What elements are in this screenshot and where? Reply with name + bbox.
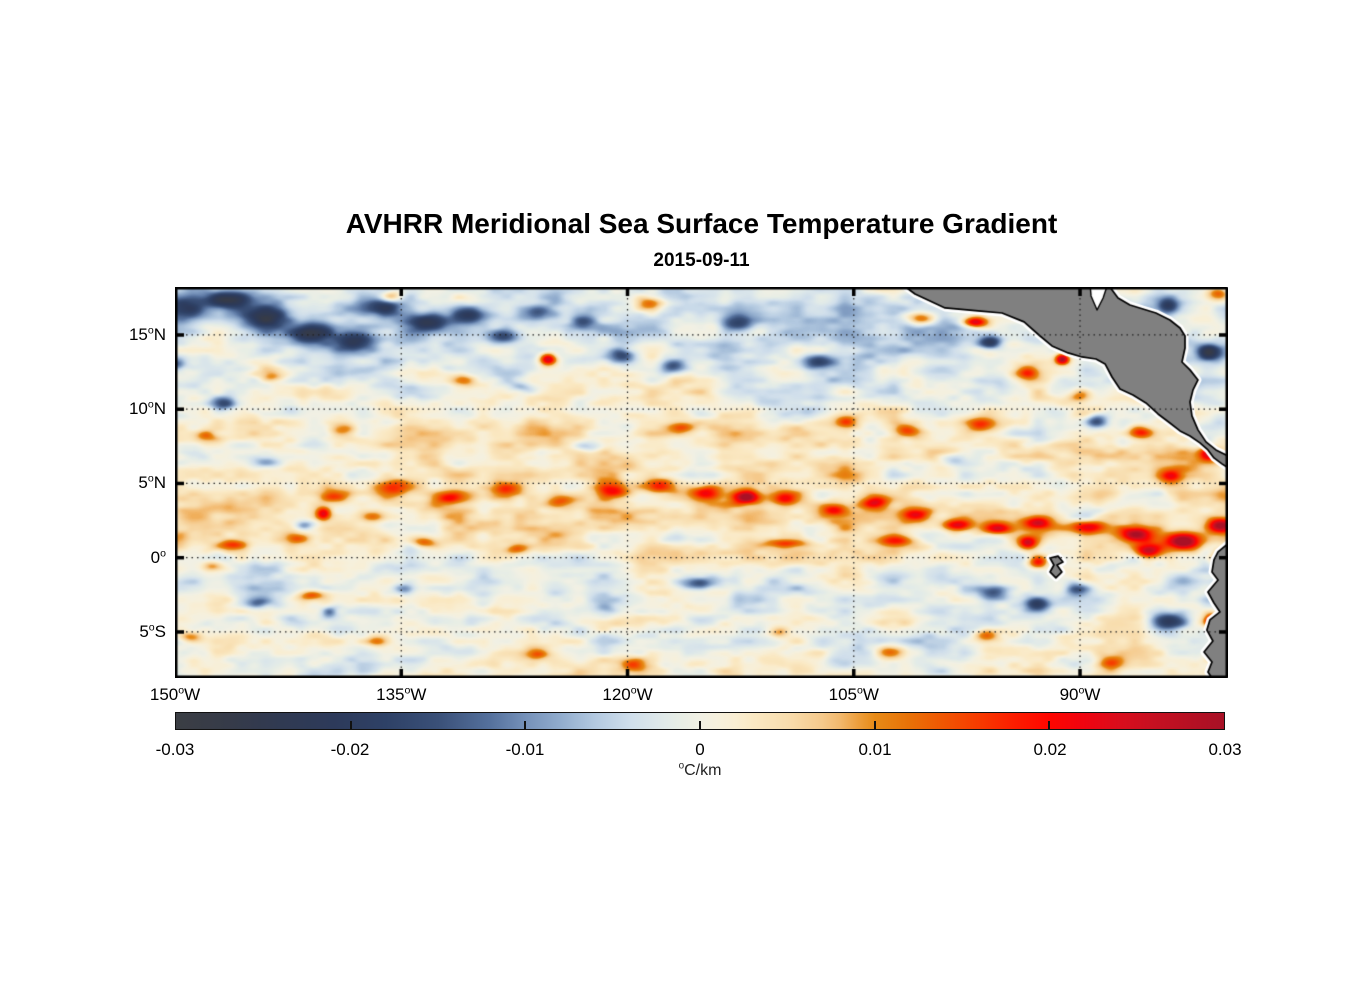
- unit-text: C/km: [684, 762, 722, 779]
- x-tick-label: 135oW: [376, 684, 427, 704]
- x-tick-label: 90oW: [1059, 684, 1101, 704]
- y-tick-label: 0o: [150, 547, 166, 567]
- chart-date-subtitle: 2015-09-11: [653, 250, 750, 271]
- colorbar-tick-label: 0.03: [1208, 740, 1242, 759]
- colorbar-tick: [524, 721, 527, 729]
- y-tick-label: 5oS: [139, 621, 166, 641]
- colorbar-tick-label: -0.03: [155, 740, 195, 759]
- y-tick-label: 15oN: [128, 324, 166, 344]
- x-tick-label: 105oW: [828, 684, 879, 704]
- colorbar-tick-label: 0: [695, 740, 705, 759]
- x-tick-label: 150oW: [149, 684, 201, 704]
- colorbar-tick-label: 0.01: [858, 740, 892, 759]
- colorbar-tick: [873, 721, 876, 729]
- degree-symbol: o: [678, 760, 685, 772]
- y-tick-label: 10oN: [128, 398, 166, 419]
- colorbar-tick-label: -0.01: [505, 740, 545, 759]
- y-tick-label: 5oN: [138, 472, 166, 493]
- colorbar-unit-label: oC/km: [175, 760, 1225, 780]
- colorbar-tick: [1048, 721, 1051, 729]
- x-tick-label: 120oW: [602, 684, 653, 704]
- colorbar-tick: [699, 721, 701, 729]
- chart-title: AVHRR Meridional Sea Surface Temperature…: [345, 208, 1058, 239]
- colorbar: [175, 712, 1225, 730]
- colorbar-tick: [349, 721, 352, 729]
- colorbar-tick-label: 0.02: [1033, 740, 1067, 759]
- colorbar-tick-label: -0.02: [330, 740, 370, 759]
- sst-gradient-heatmap: [175, 287, 1228, 678]
